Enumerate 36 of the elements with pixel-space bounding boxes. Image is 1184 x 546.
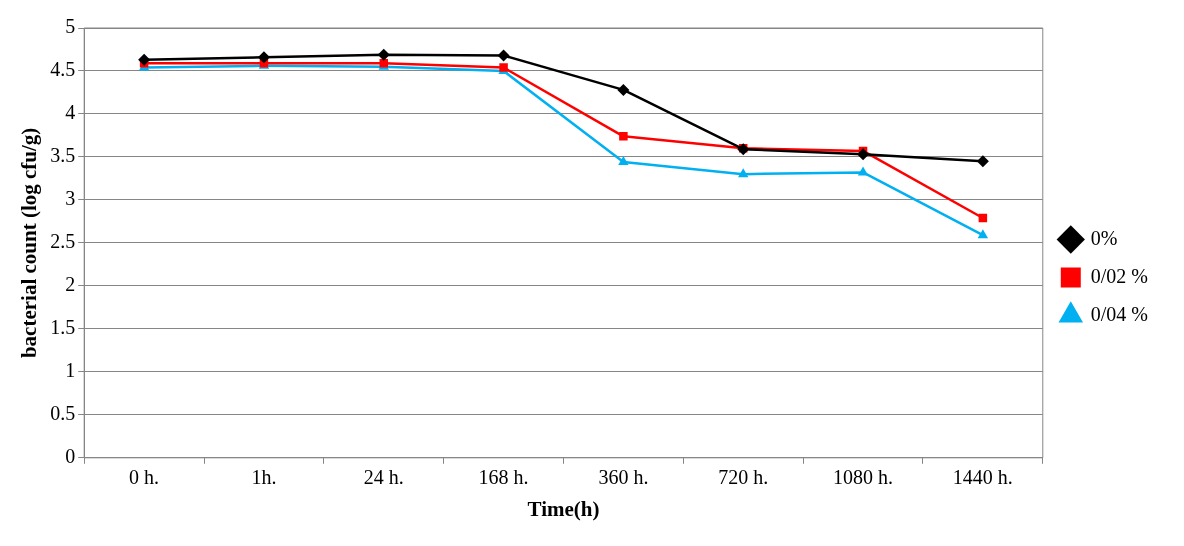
x-tick-label: 360 h.	[598, 466, 649, 489]
x-tick-label: 720 h.	[718, 466, 769, 489]
x-tick-label: 1440 h.	[952, 466, 1013, 489]
y-tick-label: 3	[65, 187, 76, 210]
point	[377, 48, 390, 61]
y-tick-label: 2.5	[50, 230, 76, 253]
point	[738, 168, 749, 178]
legend-label: 0/04 %	[1090, 302, 1148, 325]
y-axis-title: bacterial count (log cfu/g)	[17, 127, 42, 359]
x-tick-label: 0 h.	[129, 466, 160, 489]
x-tick-label: 1080 h.	[833, 466, 894, 489]
x-tick-label: 168 h.	[478, 466, 529, 489]
point	[619, 132, 628, 141]
y-tick-label: 3.5	[50, 144, 76, 167]
point	[976, 155, 989, 168]
point	[857, 148, 870, 161]
point	[617, 83, 630, 96]
y-tick-label: 1	[65, 359, 76, 382]
point	[497, 49, 510, 62]
point	[138, 53, 151, 66]
y-tick-label: 1.5	[50, 316, 76, 339]
y-tick-label: 5	[65, 15, 76, 38]
y-tick-label: 2	[65, 273, 76, 296]
point	[257, 51, 270, 64]
point	[977, 229, 989, 239]
legend-label: 0/02 %	[1090, 264, 1148, 287]
point	[857, 166, 869, 176]
x-tick-label: 1h.	[251, 466, 277, 489]
x-tick-label: 24 h.	[363, 466, 404, 489]
y-tick-label: 0.5	[50, 402, 76, 425]
y-tick-label: 4.5	[50, 58, 76, 81]
y-tick-label: 4	[65, 101, 76, 124]
y-tick-label: 0	[65, 445, 76, 468]
point	[618, 156, 629, 166]
x-axis-title: Time(h)	[527, 496, 600, 521]
legend-label: 0%	[1090, 226, 1118, 249]
